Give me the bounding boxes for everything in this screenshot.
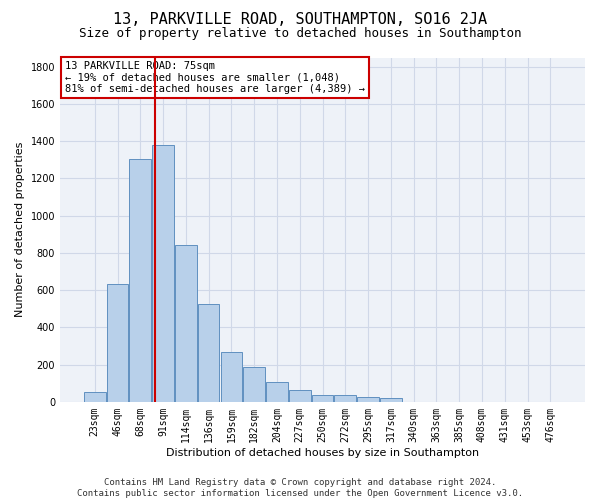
Bar xyxy=(380,398,401,402)
Bar xyxy=(198,304,220,402)
Bar xyxy=(107,284,128,402)
Bar xyxy=(357,396,379,402)
Bar xyxy=(266,382,288,402)
Bar xyxy=(334,395,356,402)
Text: 13 PARKVILLE ROAD: 75sqm
← 19% of detached houses are smaller (1,048)
81% of sem: 13 PARKVILLE ROAD: 75sqm ← 19% of detach… xyxy=(65,61,365,94)
Bar xyxy=(175,244,197,402)
Text: Contains HM Land Registry data © Crown copyright and database right 2024.
Contai: Contains HM Land Registry data © Crown c… xyxy=(77,478,523,498)
Bar xyxy=(221,352,242,402)
Y-axis label: Number of detached properties: Number of detached properties xyxy=(15,142,25,318)
Bar xyxy=(130,159,151,402)
X-axis label: Distribution of detached houses by size in Southampton: Distribution of detached houses by size … xyxy=(166,448,479,458)
Bar xyxy=(244,368,265,402)
Bar xyxy=(152,145,174,402)
Bar xyxy=(84,392,106,402)
Bar xyxy=(289,390,311,402)
Text: Size of property relative to detached houses in Southampton: Size of property relative to detached ho… xyxy=(79,28,521,40)
Bar xyxy=(312,395,334,402)
Text: 13, PARKVILLE ROAD, SOUTHAMPTON, SO16 2JA: 13, PARKVILLE ROAD, SOUTHAMPTON, SO16 2J… xyxy=(113,12,487,28)
